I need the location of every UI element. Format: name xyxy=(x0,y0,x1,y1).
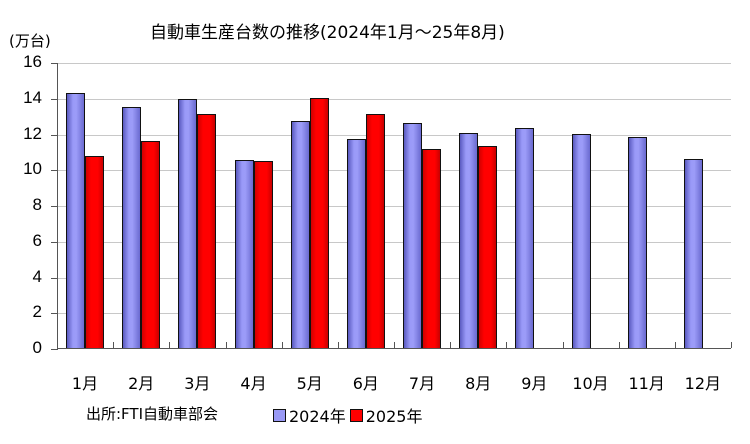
bar-2024-8 xyxy=(459,132,479,348)
gridline xyxy=(58,170,731,172)
y-tick-mark xyxy=(51,170,58,172)
y-tick-label: 16 xyxy=(23,52,42,71)
x-tick-mark xyxy=(169,342,171,348)
bar-2024-9 xyxy=(515,128,535,348)
x-tick-mark xyxy=(618,342,620,348)
x-tick-label: 6月 xyxy=(352,374,379,393)
x-tick-mark xyxy=(337,342,339,348)
x-tick-label: 7月 xyxy=(408,374,436,393)
gridline xyxy=(58,63,731,64)
y-tick-mark xyxy=(51,313,58,315)
chart-title: 自動車生産台数の推移(2024年1月～25年8月) xyxy=(150,23,505,43)
x-tick-mark xyxy=(506,342,508,348)
x-tick-label: 12月 xyxy=(684,374,722,393)
x-tick-mark xyxy=(562,342,564,348)
x-tick-label: 11月 xyxy=(628,374,665,393)
legend-swatch-icon xyxy=(349,408,363,422)
bar-2024-5 xyxy=(290,121,310,348)
bar-2025-5 xyxy=(309,97,329,348)
y-tick-label: 14 xyxy=(23,87,42,107)
x-tick-label: 9月 xyxy=(521,374,548,393)
bar-2025-6 xyxy=(365,113,385,348)
legend: 2024年 2025年 xyxy=(273,403,426,427)
bar-2025-1 xyxy=(85,155,104,348)
x-tick-mark xyxy=(225,342,227,348)
legend-item: 2024年 xyxy=(273,403,346,427)
bar-2024-12 xyxy=(683,159,703,348)
x-tick-mark xyxy=(674,342,676,348)
legend-label: 2025年 xyxy=(365,407,423,426)
y-axis-unit-label: (万台) xyxy=(9,32,51,50)
x-tick-label: 2月 xyxy=(128,374,155,393)
bar-2025-3 xyxy=(197,114,217,348)
gridline xyxy=(58,241,731,243)
y-tick-label: 12 xyxy=(23,123,42,143)
bar-2024-4 xyxy=(234,159,254,348)
y-tick-label: 10 xyxy=(23,159,42,179)
x-tick-mark xyxy=(394,342,395,348)
y-tick-label: 2 xyxy=(32,302,42,322)
gridline xyxy=(58,206,731,207)
x-tick-label: 3月 xyxy=(184,374,211,393)
bar-2024-7 xyxy=(403,123,422,348)
x-tick-label: 4月 xyxy=(240,374,267,393)
legend-label: 2024年 xyxy=(289,407,346,426)
x-tick-mark xyxy=(113,342,115,348)
plot-area xyxy=(51,63,732,350)
x-tick-mark xyxy=(281,342,283,348)
y-tick-mark xyxy=(51,63,58,64)
bar-2024-6 xyxy=(346,139,366,348)
x-tick-label: 1月 xyxy=(71,374,99,393)
bar-2025-4 xyxy=(253,160,273,348)
y-tick-mark xyxy=(51,98,58,100)
y-tick-label: 6 xyxy=(32,230,42,250)
gridline xyxy=(58,134,731,136)
x-tick-mark xyxy=(731,342,732,348)
y-tick-label: 4 xyxy=(32,266,42,286)
bar-2024-10 xyxy=(571,133,591,348)
x-tick-mark xyxy=(450,342,452,348)
y-tick-label: 8 xyxy=(32,195,42,214)
bar-2025-2 xyxy=(141,140,161,348)
y-tick-mark xyxy=(51,349,58,350)
legend-item: 2025年 xyxy=(349,403,423,427)
bar-2024-3 xyxy=(178,99,198,348)
bar-2024-2 xyxy=(122,107,142,348)
gridline xyxy=(58,277,731,279)
y-tick-mark xyxy=(51,206,58,207)
y-tick-mark xyxy=(51,277,58,279)
bar-2024-11 xyxy=(627,137,647,348)
bar-2024-1 xyxy=(66,92,85,348)
y-tick-mark xyxy=(51,134,58,136)
x-tick-label: 8月 xyxy=(465,374,492,393)
bar-2025-7 xyxy=(422,148,441,348)
x-tick-label: 10月 xyxy=(572,374,609,393)
source-note: 出所:FTI自動車部会 xyxy=(86,405,219,423)
y-tick-mark xyxy=(51,241,58,243)
legend-swatch-icon xyxy=(273,408,286,422)
y-tick-label: 0 xyxy=(32,338,42,357)
bar-2025-8 xyxy=(478,145,498,348)
gridline xyxy=(58,98,731,100)
gridline xyxy=(58,313,731,315)
x-tick-label: 5月 xyxy=(296,374,323,393)
